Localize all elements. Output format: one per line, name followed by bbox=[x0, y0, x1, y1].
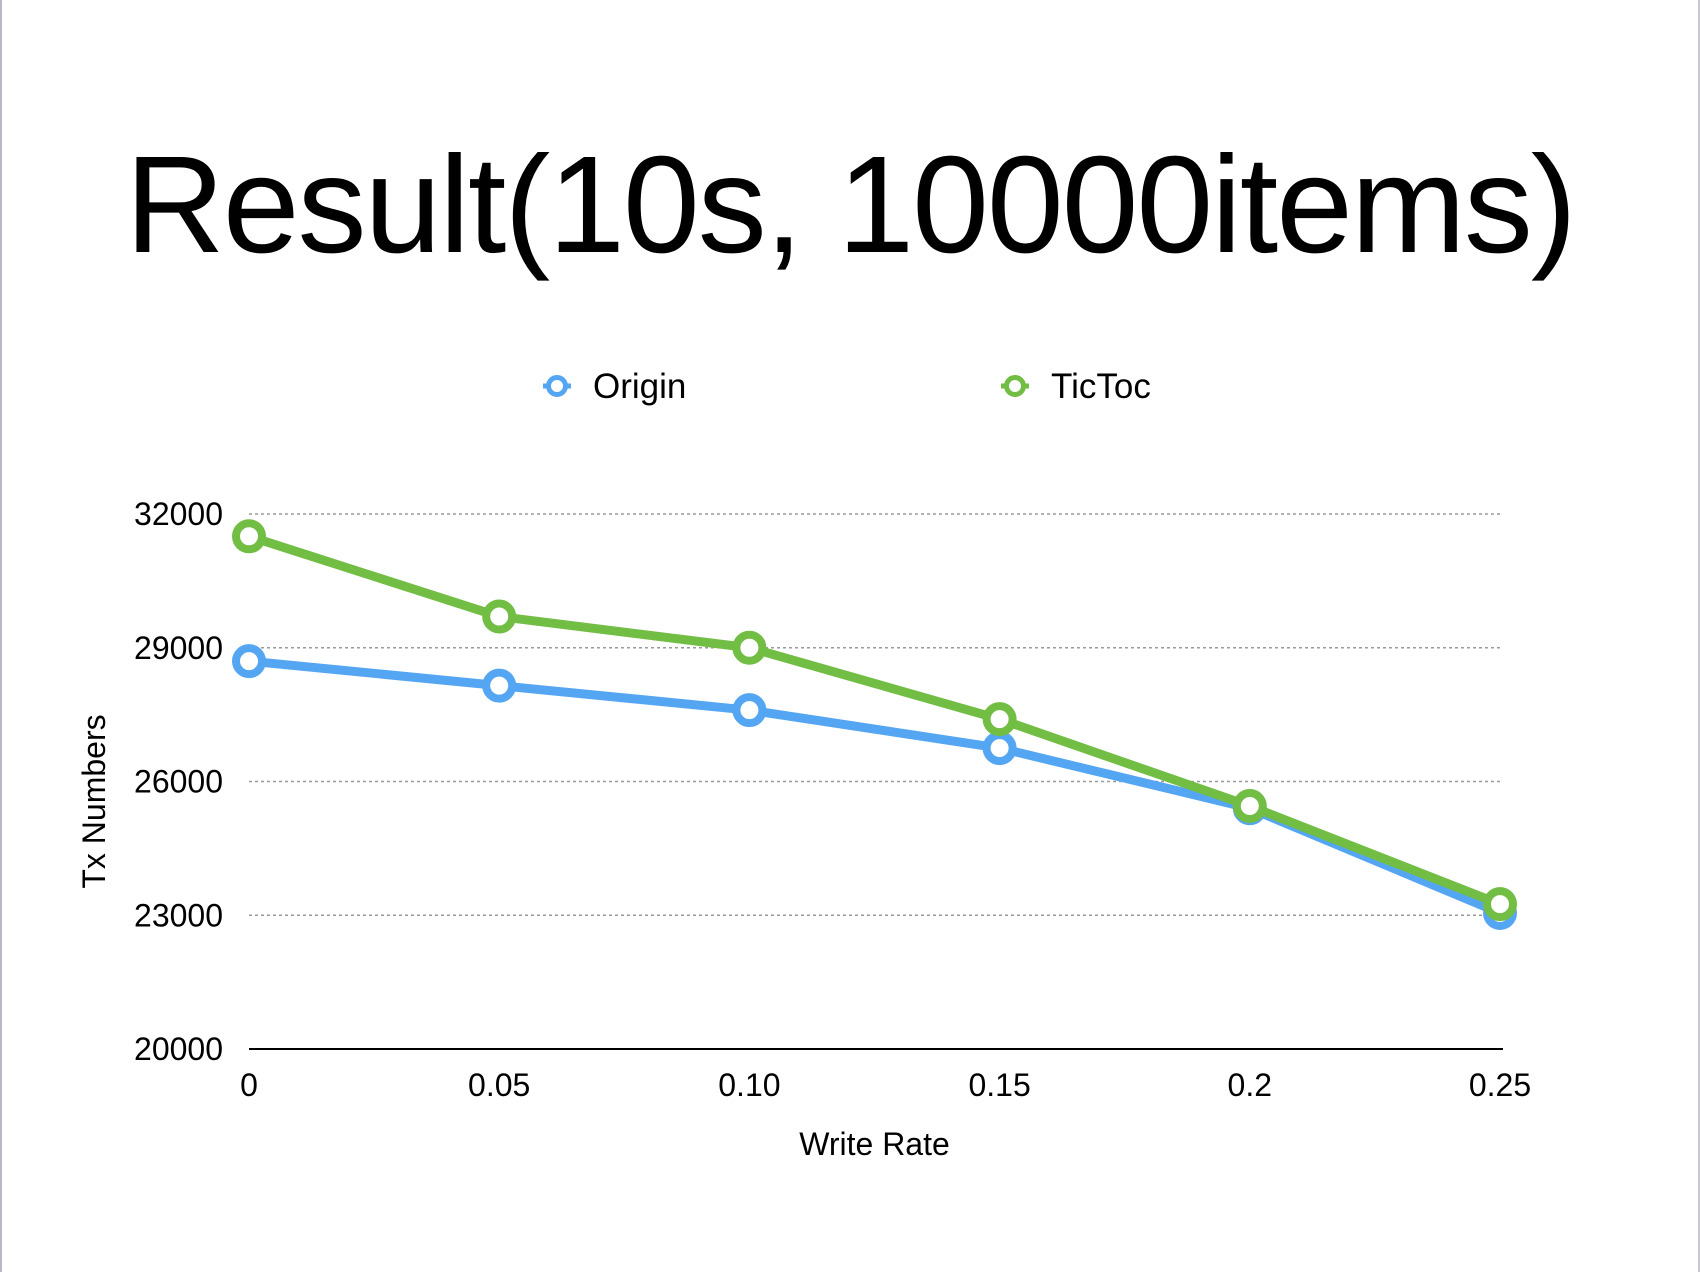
y-axis-title: Tx Numbers bbox=[76, 714, 112, 888]
slide-title: Result(10s, 10000items) bbox=[125, 128, 1577, 282]
legend-marker bbox=[1004, 375, 1026, 397]
series-layer bbox=[232, 519, 1517, 931]
x-tick-label: 0.25 bbox=[1469, 1067, 1531, 1103]
data-point-tictoc bbox=[732, 630, 767, 665]
series-tictoc bbox=[232, 519, 1517, 922]
x-axis-ticks: 0 0.05 0.10 0.15 0.2 0.25 bbox=[240, 1067, 1531, 1103]
x-tick-label: 0 bbox=[240, 1067, 258, 1103]
legend-label: Origin bbox=[593, 367, 686, 406]
slide-right-edge bbox=[1698, 0, 1700, 1272]
y-tick-label: 32000 bbox=[134, 496, 223, 532]
series-line-tictoc bbox=[244, 531, 1505, 909]
y-tick-label: 26000 bbox=[134, 764, 223, 800]
data-point-tictoc bbox=[1483, 887, 1517, 922]
legend-marker bbox=[546, 375, 568, 397]
legend: Origin TicToc bbox=[543, 367, 1151, 406]
y-tick-label: 23000 bbox=[134, 897, 223, 933]
gridlines bbox=[249, 513, 1500, 916]
series-origin bbox=[232, 644, 1517, 931]
data-point-origin bbox=[482, 668, 517, 703]
legend-item-origin: Origin bbox=[543, 367, 686, 406]
data-point-tictoc bbox=[482, 599, 517, 634]
legend-item-tictoc: TicToc bbox=[1001, 367, 1151, 406]
y-tick-label: 29000 bbox=[134, 630, 223, 666]
y-tick-label: 20000 bbox=[134, 1031, 223, 1067]
x-tick-label: 0.15 bbox=[968, 1067, 1030, 1103]
x-tick-label: 0.10 bbox=[718, 1067, 780, 1103]
x-tick-label: 0.2 bbox=[1228, 1067, 1272, 1103]
data-point-tictoc bbox=[232, 519, 266, 554]
data-point-origin bbox=[982, 731, 1017, 766]
legend-label: TicToc bbox=[1051, 367, 1151, 406]
x-tick-label: 0.05 bbox=[468, 1067, 530, 1103]
x-axis-title: Write Rate bbox=[799, 1126, 950, 1162]
series-line-origin bbox=[244, 656, 1505, 918]
data-point-tictoc bbox=[982, 702, 1017, 737]
data-point-tictoc bbox=[1232, 789, 1267, 824]
y-axis-ticks: 20000 23000 26000 29000 32000 bbox=[134, 496, 223, 1067]
data-point-origin bbox=[232, 644, 266, 679]
slide-left-edge bbox=[0, 0, 2, 1272]
data-point-origin bbox=[732, 693, 767, 728]
